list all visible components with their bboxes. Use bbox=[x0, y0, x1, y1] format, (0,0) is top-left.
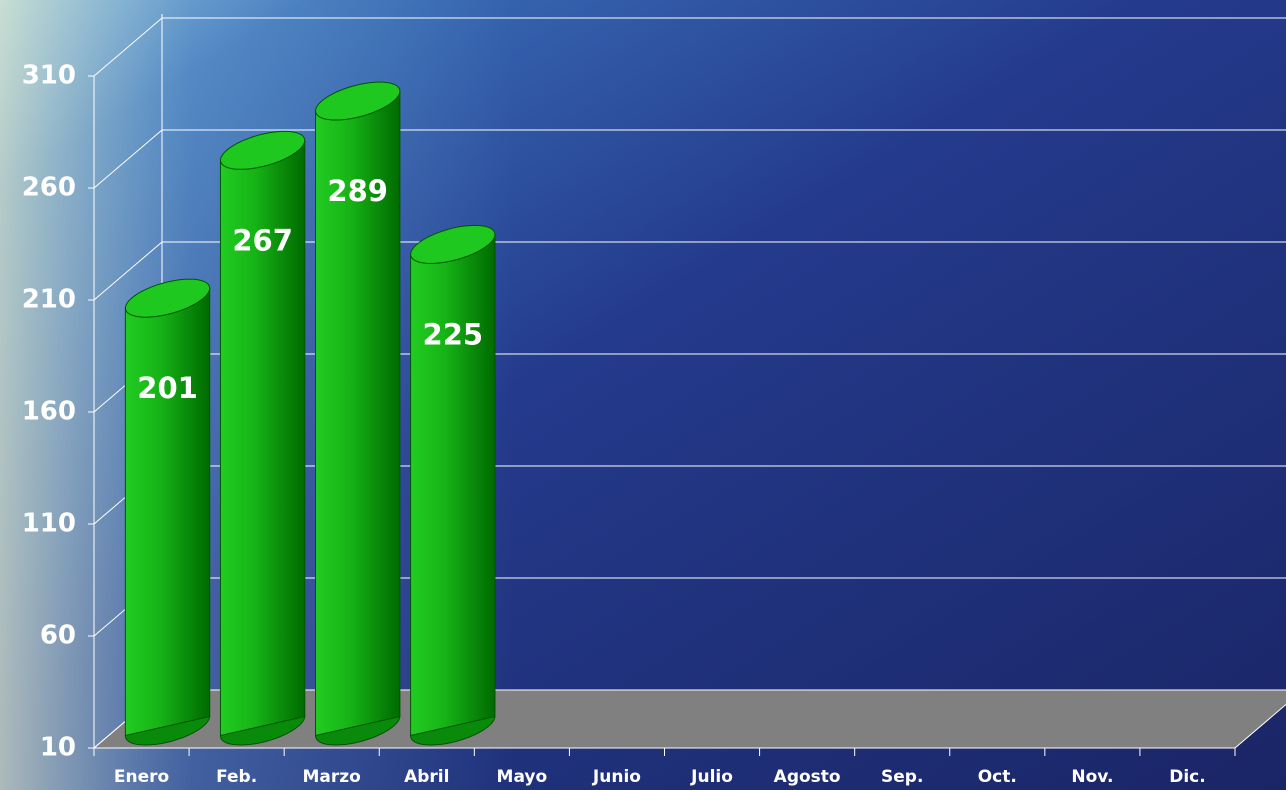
bar-top bbox=[124, 278, 211, 318]
x-tick-label: Oct. bbox=[978, 767, 1017, 787]
bar bbox=[219, 130, 306, 746]
y-tick-label: 110 bbox=[22, 509, 76, 539]
x-tick-label: Marzo bbox=[303, 767, 361, 787]
y-tick-label: 260 bbox=[22, 173, 76, 203]
value-label: 289 bbox=[327, 174, 388, 208]
bar bbox=[410, 224, 496, 746]
x-tick-label: Feb. bbox=[216, 767, 257, 787]
x-tick-label: Abril bbox=[404, 767, 449, 787]
value-label: 225 bbox=[423, 317, 484, 351]
y-tick-label: 310 bbox=[22, 61, 76, 91]
bar-body bbox=[124, 288, 211, 737]
value-label: 267 bbox=[232, 223, 293, 257]
x-tick-label: Mayo bbox=[497, 767, 548, 787]
y-tick-label: 10 bbox=[40, 733, 76, 763]
x-tick-label: Sep. bbox=[881, 767, 923, 787]
x-tick-label: Nov. bbox=[1071, 767, 1113, 787]
grid-line bbox=[93, 17, 163, 77]
value-label: 201 bbox=[137, 371, 198, 405]
x-tick-label: Dic. bbox=[1169, 767, 1205, 787]
x-tick-label: Agosto bbox=[774, 767, 841, 787]
bar-body bbox=[410, 234, 496, 737]
bar-top bbox=[314, 81, 401, 121]
grid-line bbox=[93, 129, 163, 189]
x-tick-label: Enero bbox=[114, 767, 169, 787]
y-tick-label: 160 bbox=[22, 397, 76, 427]
y-tick-label: 210 bbox=[22, 285, 76, 315]
grid-line bbox=[93, 241, 163, 301]
x-tick-label: Julio bbox=[690, 767, 733, 787]
bar-top bbox=[219, 130, 306, 170]
x-tick-label: Junio bbox=[592, 767, 641, 787]
bar-top bbox=[410, 224, 496, 264]
y-tick-label: 60 bbox=[40, 621, 76, 651]
bar bbox=[314, 81, 401, 746]
bar bbox=[124, 278, 211, 746]
